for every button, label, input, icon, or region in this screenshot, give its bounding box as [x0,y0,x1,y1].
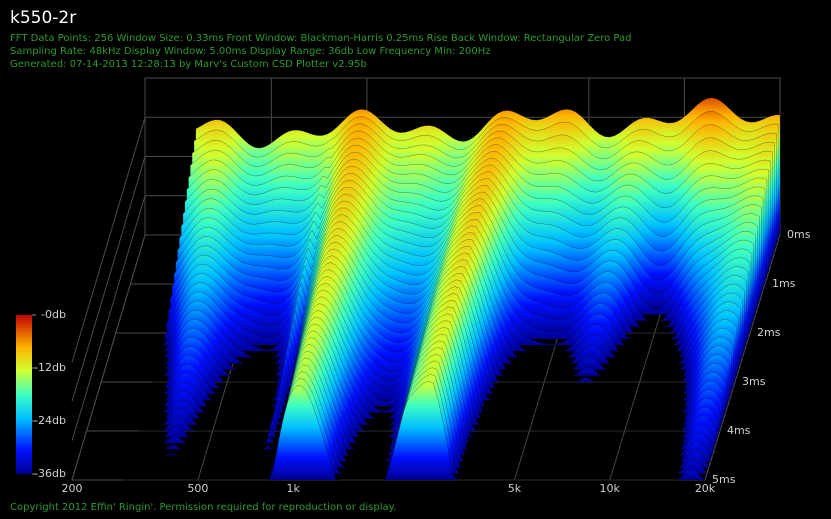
title: k550-2r [10,8,76,28]
x-tick-label: 1k [287,482,301,495]
surface-slice [122,380,706,481]
wall-line [71,117,146,363]
x-tick-label: 200 [62,482,83,495]
surface [122,97,781,481]
colorbar-label: -36db [34,467,66,480]
wall-line [71,156,146,402]
colorbar-label: -12db [34,361,66,374]
z-tick-label: 1ms [772,277,796,290]
grid-line [71,234,146,481]
z-tick-label: 5ms [712,473,736,486]
colorbar [16,315,32,474]
x-tick-label: 5k [508,482,522,495]
info-line: Sampling Rate: 48kHz Display Window: 5.0… [10,46,491,57]
x-tick-label: 20k [695,482,716,495]
footer: Copyright 2012 Effin' Ringin'. Permissio… [10,502,396,513]
x-tick-label: 10k [600,482,621,495]
info-line: Generated: 07-14-2013 12:28:13 by Marv's… [10,59,367,70]
z-tick-label: 0ms [787,228,811,241]
labels: 200 500 1k 5k 10k 20k 0ms 1ms 2ms 3ms 4ms 5ms -0db -1… [32,228,811,495]
x-tick-label: 500 [187,482,208,495]
wall-line [71,195,146,441]
colorbar-label: -0db [41,308,66,321]
z-tick-label: 4ms [727,424,751,437]
colorbar-label: -24db [34,414,66,427]
z-tick-label: 2ms [757,326,781,339]
info-line: FFT Data Points: 256 Window Size: 0.33ms… [10,33,631,44]
z-tick-label: 3ms [742,375,766,388]
